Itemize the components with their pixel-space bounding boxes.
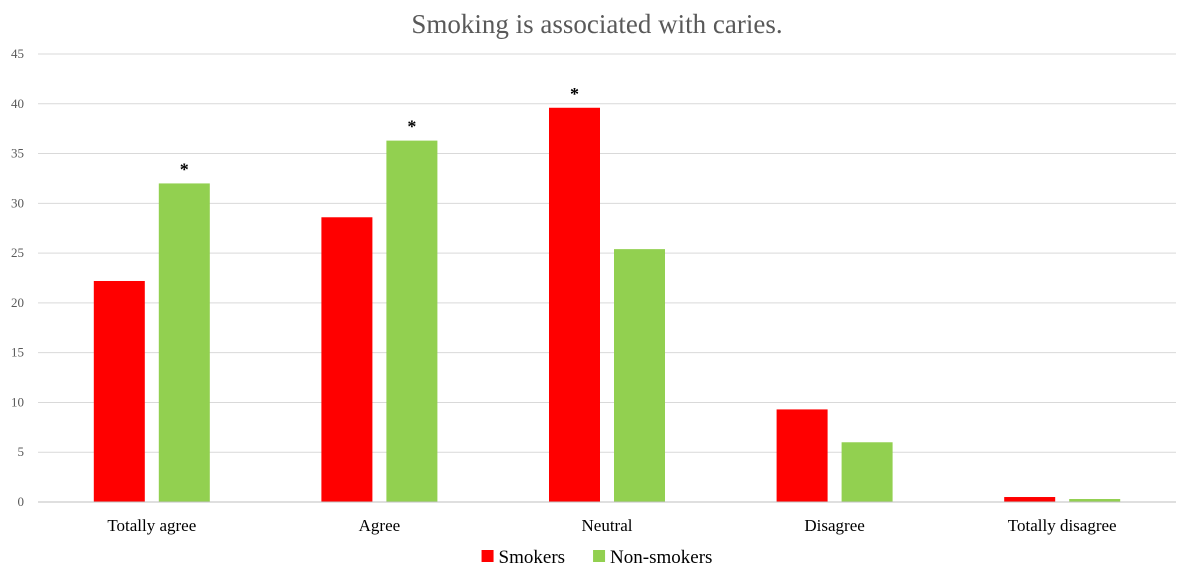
y-tick-label: 0 (18, 494, 25, 509)
legend: Smokers Non-smokers (481, 547, 712, 568)
y-tick-label: 15 (11, 345, 24, 360)
bar-non-smokers (614, 249, 665, 502)
y-tick-label: 5 (18, 444, 25, 459)
bar-non-smokers (1069, 499, 1121, 502)
y-tick-label: 40 (11, 96, 24, 111)
bar-non-smokers (841, 442, 893, 502)
y-tick-label: 35 (11, 146, 24, 161)
significance-marker: * (407, 117, 416, 137)
x-tick-label: Totally disagree (1008, 516, 1117, 535)
bar-non-smokers (386, 140, 438, 502)
legend-label: Non-smokers (610, 547, 712, 568)
bar-smokers (776, 409, 828, 502)
y-tick-label: 45 (11, 46, 24, 61)
legend-item: Non-smokers (593, 547, 712, 568)
significance-marker: * (570, 84, 579, 104)
legend-swatch (481, 550, 494, 562)
legend-swatch (593, 550, 606, 562)
chart-title: Smoking is associated with caries. (411, 9, 782, 39)
bars (93, 107, 1121, 502)
y-tick-label: 10 (11, 394, 24, 409)
significance-marker: * (180, 159, 189, 179)
bar-smokers (321, 217, 373, 502)
x-tick-label: Agree (359, 516, 401, 535)
x-tick-label: Disagree (804, 516, 864, 535)
y-tick-label: 25 (11, 245, 24, 260)
y-tick-label: 20 (11, 295, 24, 310)
x-tick-label: Neutral (582, 516, 633, 535)
x-axis-labels: Totally agree Agree Neutral Disagree Totally… (107, 516, 1116, 535)
bar-smokers (93, 280, 145, 502)
annotations: * * * (180, 84, 579, 180)
x-tick-label: Totally agree (107, 516, 196, 535)
legend-item: Smokers (481, 547, 566, 568)
bar-smokers (1004, 497, 1056, 502)
legend-label: Smokers (499, 547, 566, 568)
gridlines (38, 53, 1176, 453)
bar-non-smokers (158, 183, 210, 502)
bar-smokers (549, 107, 600, 502)
y-tick-label: 30 (11, 195, 24, 210)
y-axis-ticks: 0 5 10 15 20 25 30 35 40 45 (11, 46, 24, 509)
